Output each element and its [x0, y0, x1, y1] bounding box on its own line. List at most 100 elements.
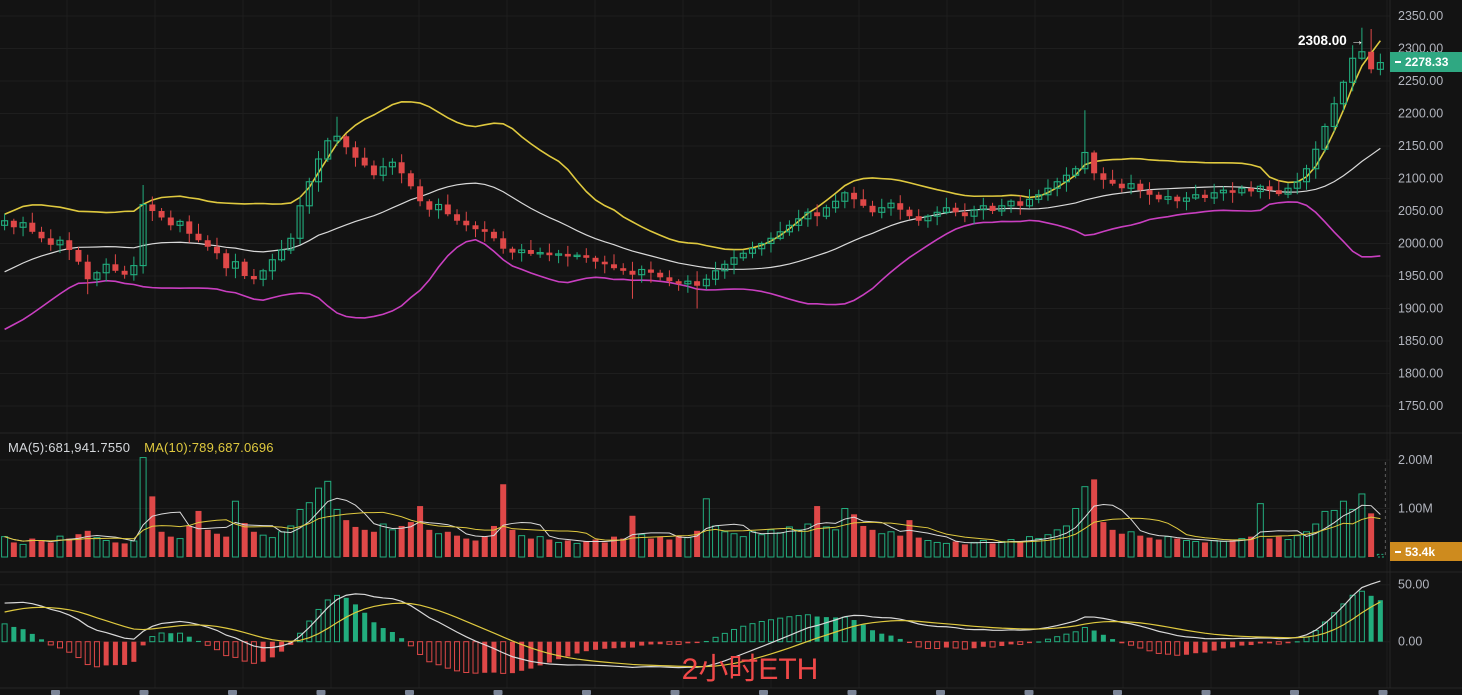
macd-series — [1, 580, 1383, 674]
macd-histogram-bar — [1164, 641, 1171, 655]
macd-histogram-bar — [657, 641, 663, 645]
macd-histogram-bar — [122, 641, 128, 665]
candle-body — [1349, 57, 1357, 83]
volume-bar — [463, 538, 470, 557]
volume-bar — [546, 539, 553, 557]
volume-bar — [417, 506, 424, 557]
candle-body — [1164, 196, 1172, 200]
macd-histogram-bar — [556, 641, 562, 660]
macd-histogram-bar — [851, 620, 857, 642]
candle-body — [1007, 200, 1015, 207]
candle-body — [684, 280, 692, 285]
macd-histogram-bar — [20, 629, 26, 642]
volume-bar — [1321, 510, 1329, 558]
price-axis-tick: 1850.00 — [1398, 334, 1443, 348]
macd-histogram-bar — [767, 619, 774, 643]
candle-body — [979, 205, 987, 211]
volume-bar — [481, 536, 488, 557]
volume-bar — [223, 536, 230, 557]
macd-histogram-bar — [1267, 641, 1273, 644]
volume-bar — [75, 534, 82, 557]
macd-histogram-bar — [84, 641, 91, 666]
volume-bar — [1312, 523, 1320, 558]
candle-body — [398, 162, 405, 174]
volume-bar — [657, 536, 664, 557]
volume-bar — [638, 534, 646, 558]
macd-histogram-bar — [703, 640, 709, 643]
candle-body — [379, 166, 387, 176]
volume-bar — [1368, 513, 1375, 557]
volume-bar — [1192, 540, 1200, 558]
volume-bar — [333, 508, 341, 558]
volume-bar — [500, 484, 507, 557]
volume-bar — [1025, 536, 1033, 558]
candle-body — [970, 209, 978, 217]
last-price-value: 2278.33 — [1405, 55, 1449, 69]
volume-bar — [694, 530, 701, 557]
price-axis-tick: 2350.00 — [1398, 9, 1443, 23]
candle-body — [1155, 194, 1162, 200]
volume-bar — [444, 531, 451, 557]
macd-histogram-bar — [602, 641, 608, 649]
volume-bar — [1174, 538, 1181, 557]
price-axis-tick: 2100.00 — [1398, 172, 1443, 186]
candle-body — [130, 265, 138, 276]
candle-body — [435, 203, 443, 211]
macd-histogram-bar — [777, 617, 784, 643]
macd-histogram-bar — [223, 641, 230, 657]
volume-bar — [139, 457, 147, 558]
macd-histogram-bar — [186, 636, 192, 642]
macd-histogram-bar — [1230, 641, 1236, 648]
price-pane-canvas[interactable] — [0, 0, 1390, 433]
candle-body — [657, 272, 664, 278]
volume-bar — [527, 538, 534, 557]
macd-histogram-bar — [675, 641, 682, 645]
time-axis-label-stub — [670, 690, 680, 695]
macd-histogram-bar — [1081, 626, 1088, 643]
macd-histogram-bar — [1072, 631, 1079, 643]
candle-body — [1248, 188, 1255, 192]
macd-histogram-bar — [1294, 641, 1300, 643]
candle-body — [223, 253, 230, 269]
price-axis-tick: 1950.00 — [1398, 269, 1443, 283]
volume-bar — [1109, 529, 1116, 557]
candlestick-series — [1, 27, 1384, 309]
candle-body — [1137, 183, 1144, 191]
candle-body — [1339, 81, 1347, 105]
candle-body — [638, 268, 646, 276]
volume-ma10-line — [4, 511, 1381, 543]
macd-histogram-bar — [140, 641, 146, 646]
macd-histogram-bar — [407, 641, 414, 647]
candle-body — [795, 218, 803, 226]
candle-body — [730, 257, 738, 265]
volume-bar — [167, 536, 174, 557]
volume-bar — [739, 536, 747, 558]
candle-body — [694, 281, 701, 286]
macd-histogram-bar — [574, 641, 580, 654]
candle-body — [370, 165, 377, 176]
candle-body — [1, 220, 9, 226]
volume-bar — [407, 522, 414, 557]
volume-bar — [851, 514, 858, 557]
candle-body — [675, 281, 682, 284]
price-axis-tick: 1800.00 — [1398, 367, 1443, 381]
candle-body — [472, 225, 479, 230]
macd-histogram-bar — [417, 641, 424, 655]
volume-bar — [832, 529, 840, 558]
volume-bar — [915, 537, 922, 557]
volume-bar — [112, 542, 119, 557]
macd-axis-tick: 50.00 — [1398, 578, 1429, 592]
macd-histogram-bar — [1008, 641, 1014, 645]
candle-body — [10, 220, 17, 228]
candle-body — [767, 237, 775, 245]
volume-bar — [84, 530, 91, 557]
candle-body — [259, 270, 267, 280]
candle-body — [1201, 194, 1208, 198]
macd-histogram-bar — [1017, 641, 1024, 645]
candle-body — [176, 220, 184, 226]
candle-body — [518, 249, 526, 254]
candle-body — [1358, 51, 1366, 59]
volume-bar — [647, 538, 654, 557]
volume-bar — [804, 523, 812, 558]
